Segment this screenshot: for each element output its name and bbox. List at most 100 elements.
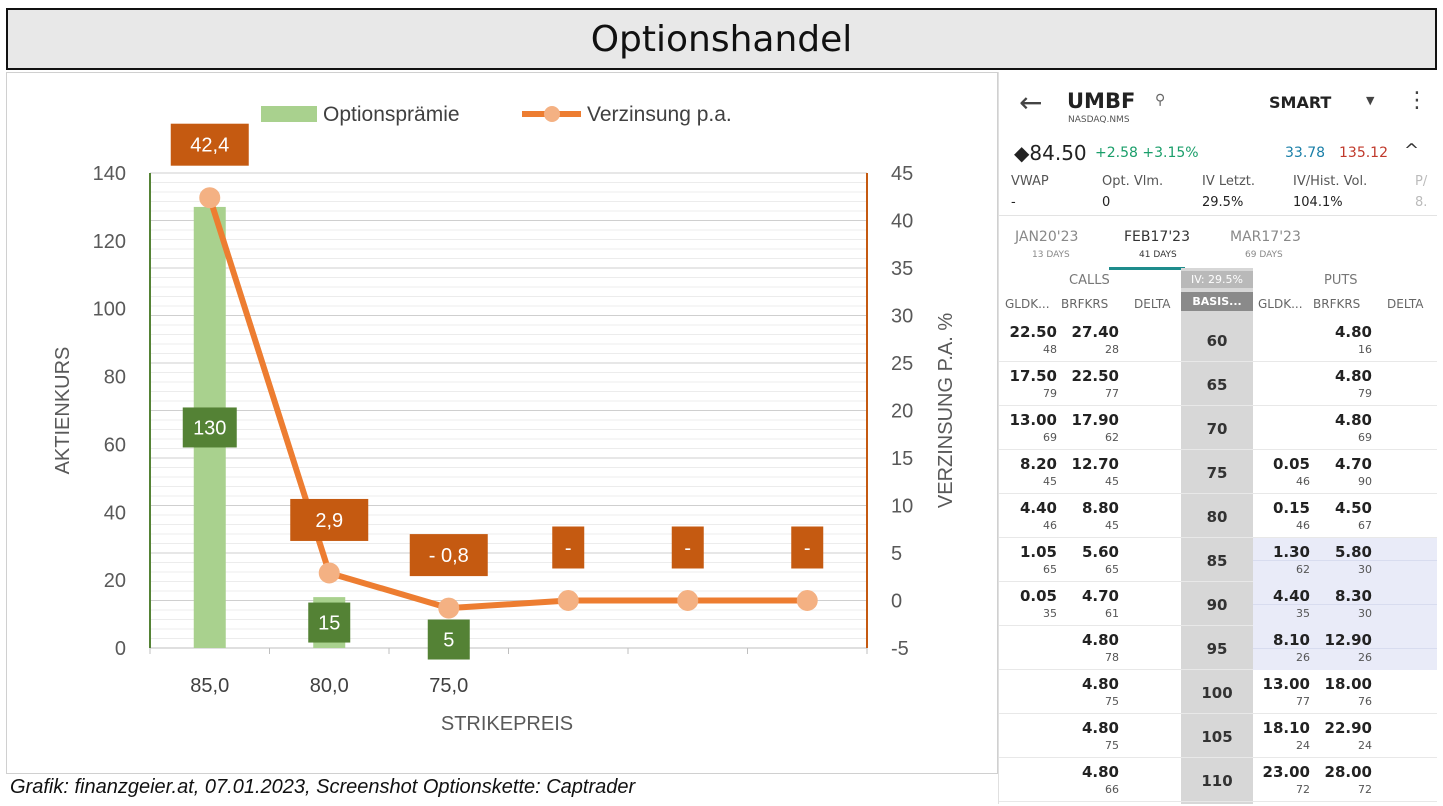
- itm-put-shading: [1253, 538, 1437, 582]
- line-data-label: 42,4: [190, 135, 229, 157]
- bar-data-label-box: [308, 602, 351, 643]
- put-ask-size: 72: [1358, 783, 1372, 796]
- page-title: Optionshandel: [590, 18, 853, 60]
- option-row[interactable]: 4.40 46 8.80 45 0.15 46 4.50 67 80: [999, 494, 1437, 538]
- bar-data-label-box: [182, 407, 237, 448]
- option-row[interactable]: 17.50 79 22.50 77 4.80 79 65: [999, 362, 1437, 406]
- strike-price: 110: [1201, 772, 1233, 790]
- option-row[interactable]: 13.00 69 17.90 62 4.80 69 70: [999, 406, 1437, 450]
- expiry-tab-jan[interactable]: JAN20'23: [1015, 229, 1079, 245]
- call-bid-column-header[interactable]: GLDK...: [1005, 297, 1050, 311]
- strike-header[interactable]: BASIS...: [1181, 292, 1253, 311]
- call-bid: 17.50: [1009, 367, 1057, 385]
- call-bid-size: 48: [1043, 343, 1057, 356]
- expiry-days-jan: 13 DAYS: [1032, 250, 1070, 260]
- stat-label-iv-hist-vol: IV/Hist. Vol.: [1293, 174, 1368, 189]
- call-bid: 8.20: [1019, 455, 1057, 473]
- routing-select[interactable]: SMART: [1269, 93, 1332, 112]
- put-bid-size: 24: [1296, 739, 1310, 752]
- expiry-tab-feb[interactable]: FEB17'23: [1124, 229, 1190, 245]
- y-tick-label: 140: [93, 163, 126, 185]
- line-marker: [557, 590, 579, 611]
- y-tick-label: 100: [93, 299, 126, 321]
- stat-value-iv-hist-vol: 104.1%: [1293, 195, 1343, 210]
- call-ask: 4.70: [1081, 587, 1119, 605]
- call-ask-size: 62: [1105, 431, 1119, 444]
- call-ask-size: 45: [1105, 519, 1119, 532]
- y-axis-title: AKTIENKURS: [52, 347, 74, 475]
- option-row[interactable]: 4.80 75 13.00 77 18.00 76 100: [999, 670, 1437, 714]
- itm-put-shading: [1253, 626, 1437, 670]
- chevron-down-icon[interactable]: ▼: [1366, 94, 1375, 107]
- line-data-label: 2,9: [315, 510, 343, 532]
- legend-line-marker: [544, 106, 560, 122]
- option-chain-screenshot: ← UMBF NASDAQ.NMS ⚲ SMART ▼ ⋮ ◆84.50 +2.…: [998, 72, 1437, 804]
- active-tab-indicator: [1109, 267, 1185, 270]
- put-bid: 23.00: [1262, 763, 1310, 781]
- put-bid: 0.15: [1272, 499, 1310, 517]
- call-bid-size: 65: [1043, 563, 1057, 576]
- call-ask-column-header[interactable]: BRFKRS: [1061, 297, 1109, 311]
- strike-price: 105: [1201, 728, 1233, 746]
- put-bid: 1.30: [1272, 543, 1310, 561]
- y-tick-label: 40: [104, 502, 126, 524]
- option-row[interactable]: 1.05 65 5.60 65 1.30 62 5.80 30 85: [999, 538, 1437, 582]
- price-change: +2.58 +3.15%: [1095, 145, 1199, 161]
- expiry-tab-mar[interactable]: MAR17'23: [1230, 229, 1301, 245]
- line-data-label-box: [552, 526, 585, 569]
- search-icon[interactable]: ⚲: [1155, 92, 1166, 108]
- call-ask-size: 78: [1105, 651, 1119, 664]
- option-row[interactable]: 4.80 78 8.10 26 12.90 26 95: [999, 626, 1437, 670]
- call-ask-size: 66: [1105, 783, 1119, 796]
- call-ask: 4.80: [1081, 719, 1119, 737]
- bar-data-label: 15: [318, 613, 340, 635]
- line-data-label-box: [671, 526, 704, 569]
- put-ask: 28.00: [1324, 763, 1372, 781]
- stat-label-vwap: VWAP: [1011, 174, 1049, 189]
- put-bid-column-header[interactable]: GLDK...: [1258, 297, 1303, 311]
- option-row[interactable]: 22.50 48 27.40 28 4.80 16 60: [999, 318, 1437, 362]
- y2-tick-label: -5: [891, 638, 909, 660]
- y-tick-label: 120: [93, 231, 126, 253]
- strike-price: 65: [1206, 376, 1228, 394]
- y2-axis-title: VERZINSUNG P.A. %: [935, 313, 957, 508]
- call-ask-size: 45: [1105, 475, 1119, 488]
- call-ask-size: 77: [1105, 387, 1119, 400]
- put-ask-size: 90: [1358, 475, 1372, 488]
- strike-price: 70: [1206, 420, 1228, 438]
- y2-tick-label: 20: [891, 401, 913, 423]
- put-ask: 4.70: [1334, 455, 1372, 473]
- stat-value-vwap: -: [1011, 195, 1016, 210]
- call-ask-size: 75: [1105, 739, 1119, 752]
- put-delta-column-header[interactable]: DELTA: [1387, 297, 1424, 311]
- more-menu-icon[interactable]: ⋮: [1406, 88, 1428, 113]
- calls-header: CALLS: [1069, 273, 1110, 288]
- put-bid-size: 72: [1296, 783, 1310, 796]
- line-data-label-box: [290, 498, 369, 541]
- collapse-chevron-icon[interactable]: ^: [1404, 140, 1420, 161]
- option-row[interactable]: 0.05 35 4.70 61 4.40 35 8.30 30 90: [999, 582, 1437, 626]
- put-ask-column-header[interactable]: BRFKRS: [1313, 297, 1361, 311]
- exchange-label: NASDAQ.NMS: [1068, 115, 1130, 125]
- put-ask-size: 24: [1358, 739, 1372, 752]
- divider: [999, 215, 1437, 216]
- line-data-label-box: [170, 123, 249, 166]
- option-row[interactable]: 4.80 66 23.00 72 28.00 72 110: [999, 758, 1437, 802]
- x-tick-label: 85,0: [190, 675, 229, 697]
- strike-price: 95: [1206, 640, 1228, 658]
- strike-price: 100: [1201, 684, 1233, 702]
- stat-label-iv-last: IV Letzt.: [1202, 174, 1256, 189]
- legend-label: Verzinsung p.a.: [587, 103, 732, 126]
- stat-value-opt-volume: 0: [1102, 195, 1111, 210]
- back-arrow-icon[interactable]: ←: [1019, 86, 1043, 119]
- bar-data-label: 5: [443, 630, 454, 652]
- put-bid: 4.40: [1272, 587, 1310, 605]
- legend-bar-swatch: [261, 106, 317, 122]
- call-delta-column-header[interactable]: DELTA: [1134, 297, 1171, 311]
- option-row[interactable]: 4.80 75 18.10 24 22.90 24 105: [999, 714, 1437, 758]
- bar-data-label: 130: [193, 417, 226, 439]
- ticker-symbol: UMBF: [1067, 89, 1136, 113]
- option-row[interactable]: 8.20 45 12.70 45 0.05 46 4.70 90 75: [999, 450, 1437, 494]
- put-ask: 8.30: [1334, 587, 1372, 605]
- line-data-label-box: [791, 526, 824, 569]
